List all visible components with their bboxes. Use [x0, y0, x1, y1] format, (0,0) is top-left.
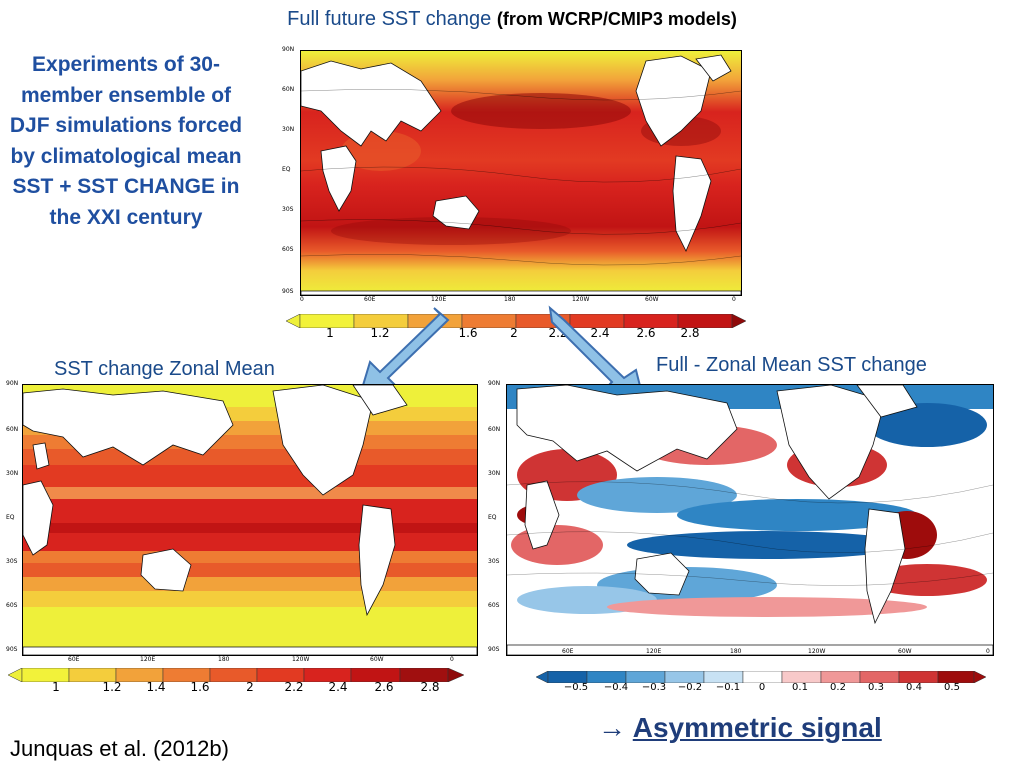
lon-label: 0 — [986, 648, 990, 655]
lon-label: 60E — [562, 648, 574, 655]
lat-label: 30N — [488, 470, 501, 477]
lat-label: 60N — [6, 426, 19, 433]
lat-label: 90S — [488, 646, 500, 653]
colorbar-label: 0.3 — [868, 682, 884, 693]
colorbar-label: 1 — [52, 680, 60, 694]
lon-label: 120E — [646, 648, 662, 655]
right-lat-axis: 90N 60N 30N EQ 30S 60S 90S — [488, 380, 504, 660]
asymmetric-signal-label: Asymmetric signal — [632, 712, 882, 743]
top-lon-axis: 0 60E 120E 180 120W 60W 0 — [300, 296, 740, 306]
lon-label: 120E — [431, 296, 447, 303]
colorbar-label: 1.2 — [102, 680, 122, 694]
colorbar-label: 0.5 — [944, 682, 960, 693]
map-left-graphic — [23, 385, 477, 655]
colorbar-label: 0.1 — [792, 682, 808, 693]
colorbar-label: 1.2 — [370, 326, 390, 340]
colorbar-label: 2 — [246, 680, 254, 694]
lon-label: 60W — [645, 296, 659, 303]
lat-label: 30S — [6, 558, 18, 565]
colorbar-label: −0.4 — [603, 682, 629, 693]
colorbar-label: −0.3 — [641, 682, 667, 693]
lat-label: 30S — [488, 558, 500, 565]
lat-label: 90N — [488, 380, 501, 387]
colorbar-label: 1.4 — [146, 680, 166, 694]
map-full-sst-change — [300, 50, 742, 296]
colorbar-label: 2.8 — [420, 680, 440, 694]
right-colorbar: −0.5 −0.4 −0.3 −0.2 −0.1 0 0.1 0.2 0.3 0… — [535, 670, 987, 698]
lat-label: 30N — [282, 126, 295, 133]
lon-label: 60E — [364, 296, 376, 303]
lat-label: 30S — [282, 206, 294, 213]
top-colorbar: 1 1.2 1.6 2 2.2 2.4 2.6 2.8 — [285, 313, 747, 342]
lat-label: 60N — [488, 426, 501, 433]
left-lat-axis: 90N 60N 30N EQ 30S 60S 90S — [6, 380, 22, 660]
lon-label: 180 — [218, 656, 230, 663]
experiment-description: Experiments of 30-member ensemble of DJF… — [9, 53, 243, 229]
colorbar-label: 2.6 — [636, 326, 656, 340]
colorbar-label: 0.4 — [906, 682, 922, 693]
left-lon-axis: 60E 120E 180 120W 60W 0 — [22, 656, 476, 666]
lat-label: 60N — [282, 86, 295, 93]
page-title: Full future SST change (from WCRP/CMIP3 … — [0, 8, 1024, 31]
lat-label: EQ — [6, 514, 15, 521]
map-zonal-mean — [22, 384, 478, 656]
lon-label: 0 — [450, 656, 454, 663]
lat-label: 90N — [282, 46, 295, 53]
lat-label: 60S — [488, 602, 500, 609]
title-bold: (from WCRP/CMIP3 models) — [496, 9, 737, 29]
subtitle-zonal-mean: SST change Zonal Mean — [54, 358, 275, 380]
lon-label: 60W — [370, 656, 384, 663]
citation: Junquas et al. (2012b) — [10, 736, 229, 761]
colorbar-label: 0 — [758, 682, 766, 693]
lon-label: 180 — [504, 296, 516, 303]
lon-label: 60E — [68, 656, 80, 663]
colorbar-label: 2.4 — [328, 680, 348, 694]
lon-label: 120E — [140, 656, 156, 663]
colorbar-label: 1.6 — [190, 680, 210, 694]
asymmetric-signal-note: → Asymmetric signal — [598, 712, 882, 744]
colorbar-label: 1 — [326, 326, 334, 340]
lat-label: 90S — [282, 288, 294, 295]
colorbar-label: 1.6 — [458, 326, 478, 340]
lon-label: 60W — [898, 648, 912, 655]
colorbar-label: 2.2 — [284, 680, 304, 694]
colorbar-label: 2 — [510, 326, 518, 340]
map-full-minus-zonal — [506, 384, 994, 656]
lat-label: 30N — [6, 470, 19, 477]
lat-label: EQ — [488, 514, 497, 521]
title-main: Full future SST change — [287, 8, 492, 30]
lat-label: 60S — [282, 246, 294, 253]
lat-label: 90S — [6, 646, 18, 653]
lon-label: 120W — [292, 656, 310, 663]
top-lat-axis: 90N 60N 30N EQ 30S 60S 90S — [282, 46, 298, 298]
colorbar-label: 2.6 — [374, 680, 394, 694]
colorbar-label: 2.8 — [680, 326, 700, 340]
lon-label: 120W — [572, 296, 590, 303]
subtitle-full-minus-zonal: Full - Zonal Mean SST change — [656, 354, 927, 376]
arrow-glyph: → — [598, 712, 626, 743]
lon-label: 0 — [732, 296, 736, 303]
lon-label: 120W — [808, 648, 826, 655]
lon-label: 0 — [300, 296, 304, 303]
lon-label: 180 — [730, 648, 742, 655]
lat-label: 60S — [6, 602, 18, 609]
map-right-graphic — [507, 385, 993, 655]
lat-label: 90N — [6, 380, 19, 387]
colorbar-label: 0.2 — [830, 682, 846, 693]
map-top-graphic — [301, 51, 741, 295]
colorbar-label: −0.2 — [677, 682, 703, 693]
lat-label: EQ — [282, 166, 291, 173]
colorbar-label: 2.4 — [590, 326, 610, 340]
right-lon-axis: 60E 120E 180 120W 60W 0 — [506, 648, 992, 658]
left-colorbar: 1 1.2 1.4 1.6 2 2.2 2.4 2.6 2.8 — [7, 667, 465, 696]
colorbar-label: −0.1 — [715, 682, 741, 693]
colorbar-label: −0.5 — [563, 682, 589, 693]
